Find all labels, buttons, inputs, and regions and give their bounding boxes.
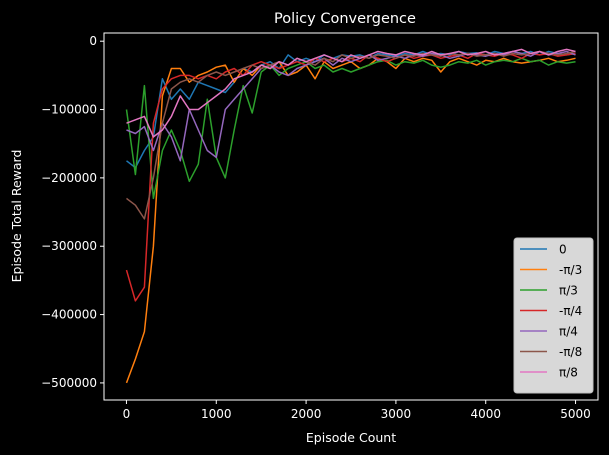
y-tick-label: −500000	[41, 376, 97, 390]
x-tick-label: 4000	[470, 407, 501, 421]
y-tick-label: −400000	[41, 308, 97, 322]
x-axis-ticks: 0 1000 2000 3000 4000 5000	[123, 400, 591, 421]
series-line	[126, 50, 576, 220]
plot-area	[103, 32, 599, 401]
x-tick-label: 3000	[381, 407, 412, 421]
legend-items: 0 -π/3 π/3 -π/4 π/4 -π/8 π/8	[520, 243, 582, 380]
y-tick-label: −300000	[41, 239, 97, 253]
legend-label: -π/4	[559, 304, 582, 318]
legend-label: π/3	[559, 284, 578, 298]
legend: 0 -π/3 π/3 -π/4 π/4 -π/8 π/8	[513, 237, 594, 394]
legend-label: -π/3	[559, 263, 582, 277]
axes-frame	[103, 32, 599, 401]
legend-label: -π/8	[559, 345, 582, 359]
legend-box	[513, 237, 594, 394]
series-layer	[125, 48, 576, 384]
x-tick-label: 0	[123, 407, 131, 421]
x-tick-label: 1000	[201, 407, 232, 421]
series-line	[126, 50, 576, 169]
legend-label: 0	[559, 243, 567, 257]
legend-label: π/8	[559, 366, 578, 380]
y-tick-label: −200000	[41, 171, 97, 185]
series-line	[126, 48, 576, 138]
x-tick-label: 5000	[560, 407, 591, 421]
series-line	[125, 57, 576, 200]
x-axis-title: Episode Count	[306, 430, 396, 445]
y-tick-label: −100000	[41, 103, 97, 117]
y-axis-title: Episode Total Reward	[9, 150, 24, 283]
legend-label: π/4	[559, 325, 578, 339]
y-axis-ticks: 0 −100000 −200000 −300000 −400000 −500000	[41, 34, 104, 390]
x-tick-label: 2000	[291, 407, 322, 421]
y-tick-label: 0	[89, 34, 97, 48]
chart-title: Policy Convergence	[274, 11, 416, 27]
